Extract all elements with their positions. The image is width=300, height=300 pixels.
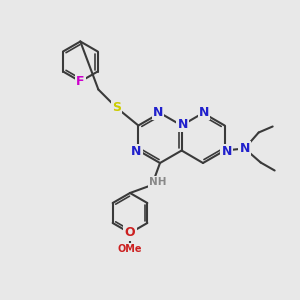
Text: S: S — [112, 101, 121, 114]
Text: NH: NH — [149, 177, 167, 187]
Text: N: N — [221, 145, 232, 158]
Text: N: N — [131, 145, 142, 158]
Text: N: N — [153, 106, 163, 118]
Text: N: N — [239, 142, 250, 155]
Text: OMe: OMe — [118, 244, 142, 254]
Text: N: N — [178, 118, 188, 131]
Text: F: F — [76, 75, 85, 88]
Text: N: N — [199, 106, 209, 118]
Text: O: O — [125, 226, 135, 239]
